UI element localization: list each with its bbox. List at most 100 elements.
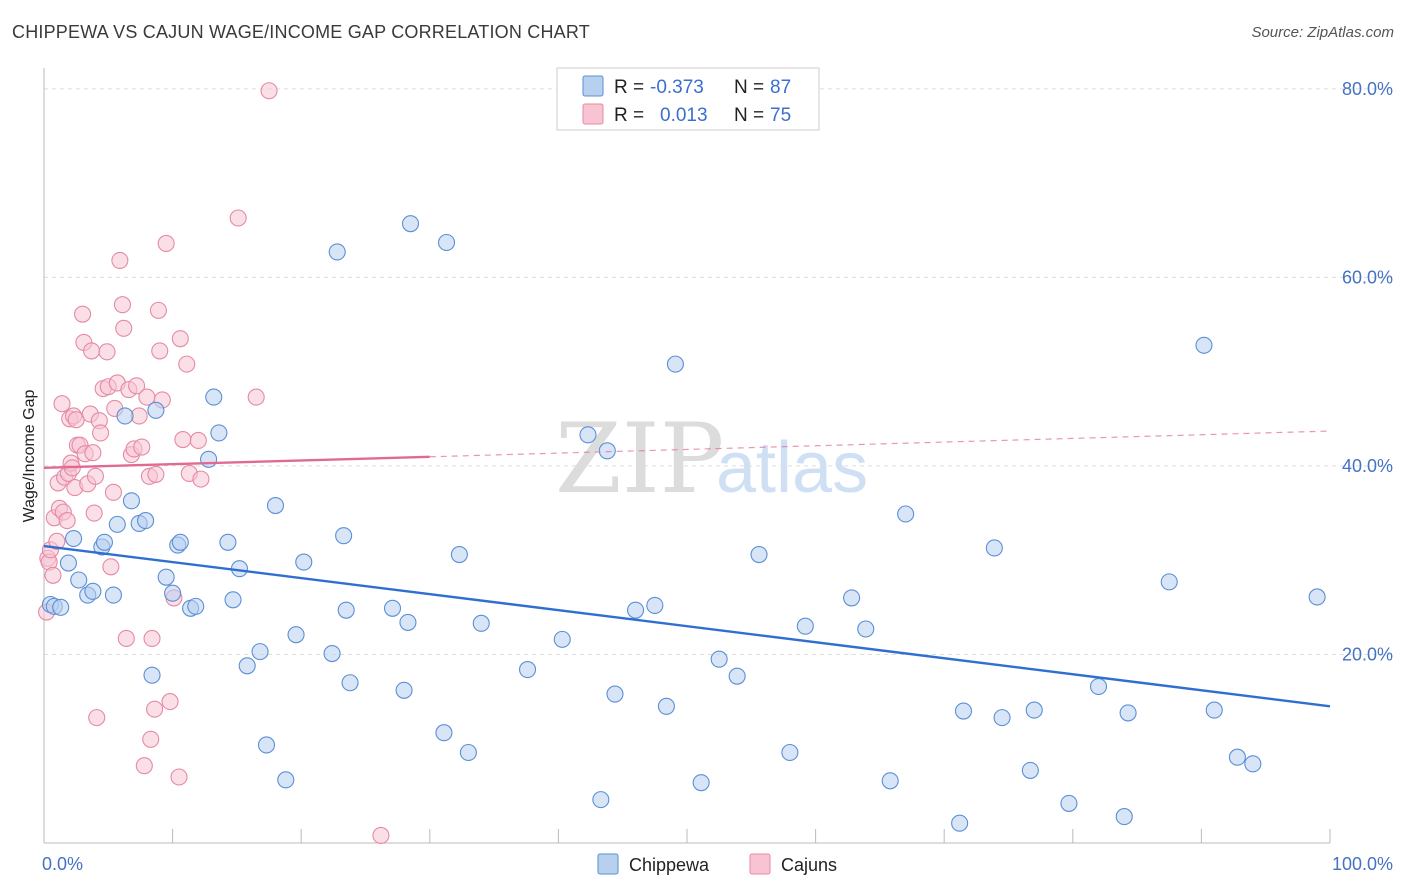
chippewa-point-65 <box>781 743 799 762</box>
legend-n-label-chippewa: N = <box>734 77 764 98</box>
cajun-point-50 <box>133 438 151 456</box>
chippewa-point-54 <box>592 791 610 809</box>
chippewa-point-57 <box>627 601 645 619</box>
chippewa-point-7 <box>84 582 102 600</box>
chippewa-point-73 <box>985 539 1003 557</box>
legend-r-label-chippewa: R = <box>614 77 644 98</box>
y-axis-title: Wage/Income Gap <box>21 390 38 523</box>
cajun-point-64 <box>170 768 188 786</box>
cajun-point-69 <box>189 431 207 450</box>
series-legend-swatch-cajun <box>749 853 771 875</box>
axes <box>43 68 1331 844</box>
chippewa-point-52 <box>553 630 571 648</box>
cajun-trend-line <box>43 455 430 470</box>
chippewa-point-33 <box>266 496 285 515</box>
cajun-point-27 <box>83 342 101 360</box>
chippewa-point-43 <box>395 681 413 699</box>
series-legend-swatch-chippewa <box>597 853 619 875</box>
chippewa-point-19 <box>164 584 182 602</box>
cajun-point-58 <box>149 301 168 319</box>
chippewa-point-55 <box>598 442 616 460</box>
chippewa-point-34 <box>277 771 295 789</box>
cajun-point-12 <box>58 512 76 530</box>
cajun-point-73 <box>260 82 278 100</box>
chippewa-point-71 <box>951 814 969 832</box>
chippewa-point-70 <box>897 505 915 523</box>
cajun-point-57 <box>147 465 165 483</box>
chippewa-point-47 <box>437 233 456 252</box>
chippewa-point-45 <box>401 215 420 233</box>
chippewa-point-63 <box>728 667 746 685</box>
cajun-point-44 <box>117 629 135 647</box>
chippewa-point-5 <box>70 571 88 589</box>
chippewa-point-24 <box>200 450 218 468</box>
cajun-points <box>38 82 390 845</box>
x-tick-label-max: 100.0% <box>1332 854 1393 874</box>
chippewa-point-68 <box>857 620 875 638</box>
chippewa-point-84 <box>1228 748 1246 766</box>
chippewa-point-75 <box>1021 761 1039 779</box>
chippewa-point-49 <box>459 743 477 762</box>
series-legend-label-chippewa: Chippewa <box>629 855 710 875</box>
y-tick-label-60: 60.0% <box>1342 267 1393 287</box>
chippewa-point-40 <box>337 601 355 619</box>
chippewa-point-12 <box>116 407 134 425</box>
chippewa-point-82 <box>1195 336 1213 354</box>
cajun-point-22 <box>74 305 92 323</box>
chippewa-point-23 <box>187 597 205 615</box>
chippewa-point-56 <box>606 685 624 703</box>
chippewa-point-69 <box>881 772 899 790</box>
chippewa-point-35 <box>287 626 305 644</box>
chippewa-point-10 <box>104 586 122 604</box>
cajun-point-31 <box>88 709 106 727</box>
cajun-point-67 <box>178 355 196 373</box>
cajun-point-62 <box>161 693 179 711</box>
legend-r-value-cajun: 0.013 <box>660 105 708 126</box>
chippewa-point-39 <box>335 527 353 545</box>
chippewa-point-67 <box>843 589 861 607</box>
chart-title: CHIPPEWA VS CAJUN WAGE/INCOME GAP CORREL… <box>12 22 590 42</box>
chippewa-point-37 <box>323 644 341 663</box>
chippewa-point-50 <box>472 614 490 632</box>
chippewa-point-79 <box>1115 808 1133 826</box>
cajun-point-35 <box>98 343 116 361</box>
watermark-zip: ZIP <box>555 403 724 515</box>
cajun-point-66 <box>174 430 192 449</box>
chippewa-point-66 <box>796 617 814 635</box>
cajun-point-9 <box>53 395 71 413</box>
series-legend: Chippewa Cajuns <box>597 853 837 875</box>
legend-swatch-chippewa <box>582 75 604 97</box>
chippewa-point-80 <box>1119 704 1137 722</box>
cajun-point-29 <box>85 504 103 522</box>
chippewa-point-74 <box>993 709 1011 727</box>
chippewa-point-41 <box>341 674 359 692</box>
watermark: ZIP atlas <box>555 403 868 515</box>
chippewa-point-83 <box>1205 701 1223 719</box>
trend-lines <box>43 430 1331 708</box>
cajun-point-55 <box>143 629 161 647</box>
chippewa-point-27 <box>219 533 237 551</box>
cajun-point-61 <box>157 234 175 253</box>
source-label: Source: ZipAtlas.com <box>1251 24 1394 41</box>
cajun-point-72 <box>247 388 265 406</box>
cajun-point-4 <box>44 566 62 584</box>
chippewa-point-81 <box>1160 573 1178 591</box>
chippewa-point-9 <box>95 533 113 551</box>
cajun-point-33 <box>92 424 110 442</box>
stats-legend: R = -0.373 N = 87 R = 0.013 N = 75 <box>556 67 820 131</box>
chippewa-point-16 <box>143 666 161 684</box>
cajun-point-70 <box>192 470 210 488</box>
chippewa-point-32 <box>257 736 276 754</box>
cajun-point-30 <box>86 467 104 485</box>
cajun-point-74 <box>372 826 390 845</box>
watermark-atlas: atlas <box>716 428 868 508</box>
chippewa-point-51 <box>518 660 537 679</box>
legend-n-value-chippewa: 87 <box>770 77 791 98</box>
chippewa-point-64 <box>750 545 768 564</box>
chippewa-point-2 <box>52 598 70 616</box>
cajun-point-37 <box>102 558 120 576</box>
legend-n-label-cajun: N = <box>734 105 764 126</box>
legend-r-label-cajun: R = <box>614 105 644 126</box>
chippewa-point-86 <box>1308 588 1326 606</box>
cajun-point-28 <box>84 444 102 462</box>
